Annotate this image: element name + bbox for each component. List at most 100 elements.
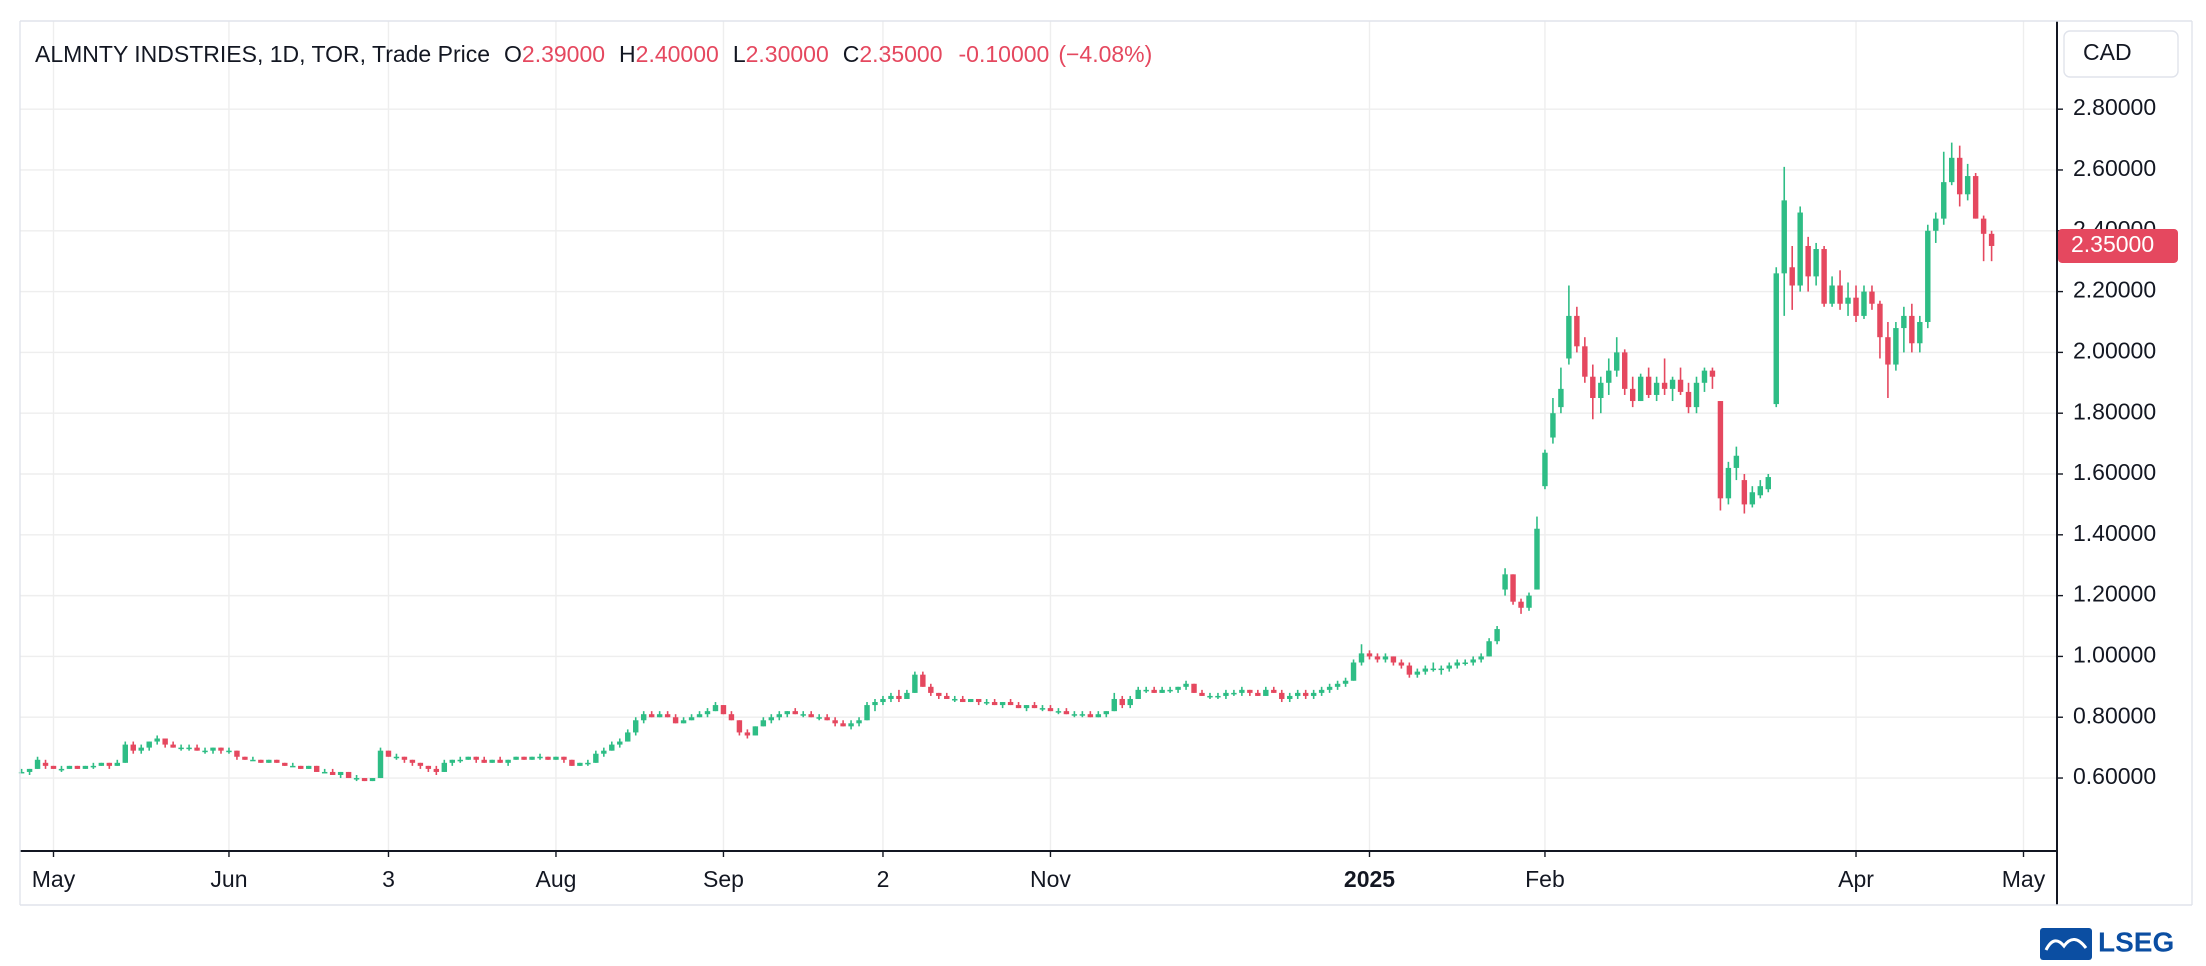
candle-body [1079, 714, 1086, 716]
candle-body [904, 692, 910, 699]
candle-body [1063, 711, 1070, 715]
candle-body [1797, 212, 1803, 286]
y-tick-label: 1.00000 [2073, 641, 2156, 667]
candle-body [983, 702, 990, 704]
candle-body [361, 778, 368, 782]
y-tick-label: 1.20000 [2073, 581, 2156, 607]
candle-body [824, 717, 830, 721]
candle-body [513, 756, 519, 760]
candle-body [704, 711, 711, 715]
candle-body [1741, 480, 1748, 505]
candle-body [1558, 388, 1564, 408]
candle-body [1510, 574, 1516, 602]
candle-body [1263, 689, 1269, 696]
candle-body [1119, 698, 1125, 706]
y-tick-label: 0.60000 [2073, 763, 2156, 789]
candle-body [848, 723, 854, 727]
logo: LSEG [2040, 926, 2174, 960]
candle-body [345, 771, 352, 779]
x-tick-label: 2 [877, 866, 890, 892]
candle-body [274, 759, 280, 763]
x-tick-label: May [32, 866, 76, 892]
candle-body [999, 702, 1006, 706]
candle-body [1653, 382, 1660, 395]
logo-icon-detail [2044, 938, 2088, 951]
y-tick-label: 1.60000 [2073, 459, 2156, 485]
candle-body [321, 771, 328, 774]
candle-body [936, 692, 942, 696]
candle-body [74, 765, 81, 769]
candle-body [1925, 230, 1931, 322]
candle-body [1454, 662, 1460, 666]
candle-body [258, 759, 264, 763]
summary-name: L [733, 41, 746, 67]
candle-body [1414, 671, 1421, 675]
candle-body [417, 762, 424, 766]
candle-body [1773, 273, 1779, 405]
candle-body [1199, 692, 1205, 696]
candle-body [138, 747, 144, 751]
candle-body [1933, 218, 1939, 231]
candle-body [896, 695, 902, 699]
candle-body [521, 756, 527, 760]
candle-body [1127, 698, 1133, 706]
candle-body [760, 720, 767, 727]
candle-body [1550, 413, 1556, 438]
candle-body [1334, 683, 1341, 687]
candle-body [1111, 698, 1117, 712]
candle-body [1279, 692, 1285, 699]
x-tick-label: Feb [1525, 866, 1565, 892]
candle-body [656, 714, 663, 718]
candle-body [1382, 656, 1389, 660]
candle-body [369, 778, 376, 782]
candle-body [1039, 708, 1046, 710]
candle-body [58, 768, 65, 771]
candle-body [800, 714, 806, 716]
candle-body [920, 674, 926, 687]
candle-body [1988, 233, 1995, 246]
candle-body [425, 765, 432, 769]
candle-body [577, 762, 583, 766]
candle-body [1566, 315, 1572, 359]
candle-body [1853, 297, 1859, 316]
candle-body [1095, 714, 1102, 718]
candle-body [473, 756, 479, 760]
summary-name: C [843, 41, 860, 67]
candle-body [1294, 692, 1301, 696]
candle-body [1949, 157, 1955, 183]
change-value: -0.10000 [959, 41, 1050, 67]
candle-body [1247, 689, 1253, 693]
candle-body [625, 732, 631, 742]
x-tick-label: Jun [210, 866, 247, 892]
candle-body [481, 759, 487, 763]
candle-body [1055, 711, 1062, 713]
candle-body [1326, 686, 1333, 690]
candle-body [680, 720, 687, 724]
candle-body [1645, 376, 1652, 395]
candle-body [967, 698, 974, 703]
candle-body [840, 723, 846, 727]
candle-body [1462, 662, 1468, 665]
candle-body [1917, 321, 1923, 344]
candle-body [1909, 315, 1915, 344]
candle-body [42, 762, 49, 766]
y-tick-label: 1.40000 [2073, 520, 2156, 546]
candle-body [688, 717, 695, 721]
candle-body [393, 756, 400, 759]
candle-body [991, 702, 998, 706]
candle-body [1821, 249, 1827, 304]
candles [18, 142, 1995, 782]
candle-body [1901, 315, 1907, 329]
candle-body [776, 714, 783, 718]
candle-body [593, 753, 599, 763]
x-tick-label: Sep [703, 866, 744, 892]
candle-body [186, 747, 192, 750]
candle-body [170, 744, 176, 748]
candle-body [569, 759, 575, 766]
candle-body [353, 778, 360, 780]
currency-box[interactable] [2063, 30, 2179, 78]
candle-body [1406, 665, 1413, 675]
candle-body [1023, 705, 1030, 709]
candle-body [234, 750, 240, 757]
